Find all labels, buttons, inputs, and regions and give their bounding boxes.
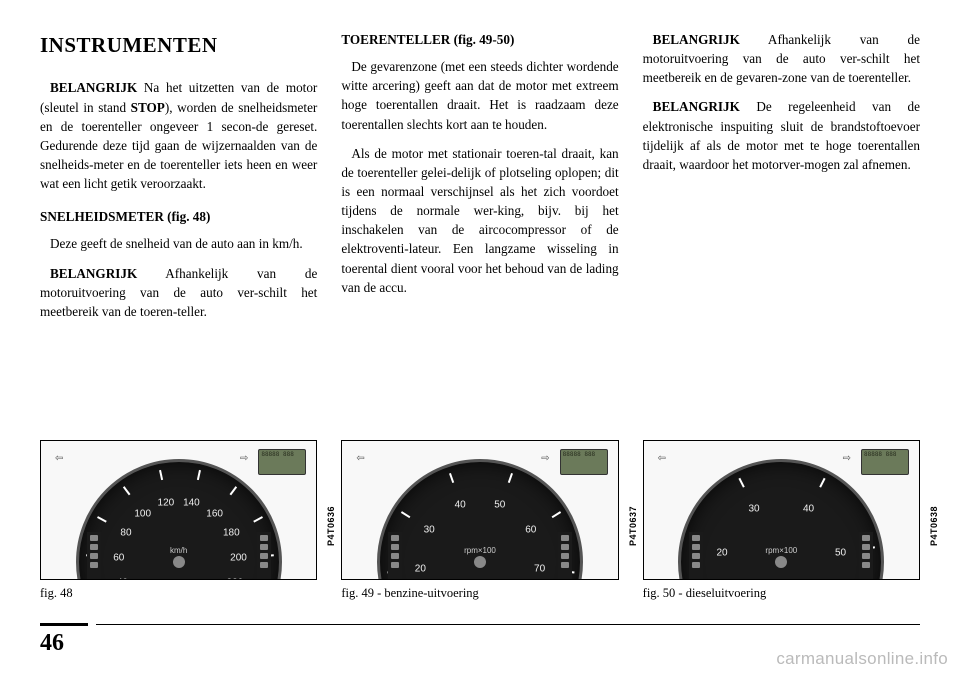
gauge-tick	[552, 511, 562, 518]
para: Als de motor met stationair toeren-tal d…	[341, 144, 618, 297]
indicator-strip-left	[388, 532, 402, 580]
para: Deze geeft de snelheid van de auto aan i…	[40, 234, 317, 253]
gauge-unit-label: km/h	[170, 546, 187, 555]
column-2: TOERENTELLER (fig. 49-50) De gevarenzone…	[341, 30, 618, 430]
page-heading: INSTRUMENTEN	[40, 30, 317, 60]
gauge-number: 30	[424, 525, 435, 536]
gauge-number: 50	[835, 547, 846, 558]
gauge-tick	[123, 486, 131, 495]
figure-3: ⇦⇨88888 888102030405060rpm×100P4T0638fig…	[643, 440, 920, 601]
gauge-tick	[159, 470, 163, 480]
gauge-number: 160	[206, 508, 223, 519]
gauge-center	[474, 556, 486, 568]
gauge-number: 220	[227, 577, 244, 580]
figure-code: P4T0636	[326, 505, 336, 545]
gauge-center	[173, 556, 185, 568]
figure-caption: fig. 49 - benzine-uitvoering	[341, 586, 618, 601]
footer-rule	[96, 624, 920, 625]
indicator-strip-left	[87, 532, 101, 580]
para: BELANGRIJK Na het uitzetten van de motor…	[40, 78, 317, 193]
gauge: 1020304050607080rpm×100	[377, 459, 583, 580]
figure-code: P4T0637	[628, 505, 638, 545]
gauge-number: 180	[223, 528, 240, 539]
gauge-number: 200	[230, 552, 247, 563]
gauge-number: 140	[183, 498, 200, 509]
figures-row: ⇦⇨88888 88820406080100120140160180200220…	[40, 440, 920, 601]
gauge-tick	[508, 473, 513, 483]
gauge-number: 20	[716, 547, 727, 558]
bold-text: BELANGRIJK	[50, 80, 137, 95]
gauge-number: 60	[525, 525, 536, 536]
figure-box: ⇦⇨88888 888102030405060rpm×100	[643, 440, 920, 580]
gauge-number: 50	[494, 500, 505, 511]
indicator-strip-right	[257, 532, 271, 580]
indicator-strip-right	[558, 532, 572, 580]
subheading: TOERENTELLER (fig. 49-50)	[341, 30, 618, 49]
para: BELANGRIJK Afhankelijk van de motoruitvo…	[643, 30, 920, 87]
figure-caption: fig. 50 - dieseluitvoering	[643, 586, 920, 601]
gauge-tick	[739, 478, 745, 488]
lcd-display: 88888 888	[560, 449, 608, 475]
gauge-number: 100	[134, 508, 151, 519]
bold-text: BELANGRIJK	[653, 32, 740, 47]
turn-right-icon: ⇨	[843, 453, 851, 464]
indicator-strip-left	[689, 532, 703, 580]
page-number: 46	[40, 623, 88, 657]
para: De gevarenzone (met een steeds dichter w…	[341, 57, 618, 134]
gauge-tick	[253, 516, 263, 523]
gauge-number: 40	[455, 500, 466, 511]
column-1: INSTRUMENTEN BELANGRIJK Na het uitzetten…	[40, 30, 317, 430]
turn-left-icon: ⇦	[55, 453, 63, 464]
gauge-number: 40	[803, 503, 814, 514]
figure-1: ⇦⇨88888 88820406080100120140160180200220…	[40, 440, 317, 601]
gauge-tick	[229, 486, 237, 495]
bold-text: STOP	[131, 100, 165, 115]
gauge-tick	[449, 473, 454, 483]
gauge: 102030405060rpm×100	[678, 459, 884, 580]
gauge-unit-label: rpm×100	[464, 546, 496, 555]
bold-text: BELANGRIJK	[50, 266, 137, 281]
gauge-tick	[97, 516, 107, 523]
gauge-tick	[197, 470, 201, 480]
bold-text: BELANGRIJK	[653, 99, 740, 114]
lcd-display: 88888 888	[258, 449, 306, 475]
gauge-number: 40	[117, 577, 128, 580]
column-3: BELANGRIJK Afhankelijk van de motoruitvo…	[643, 30, 920, 430]
gauge-tick	[401, 511, 411, 518]
figure-code: P4T0638	[929, 505, 939, 545]
gauge-unit-label: rpm×100	[765, 546, 797, 555]
turn-left-icon: ⇦	[356, 453, 364, 464]
gauge-center	[775, 556, 787, 568]
gauge-tick	[820, 478, 826, 488]
manual-page: INSTRUMENTEN BELANGRIJK Na het uitzetten…	[0, 0, 960, 677]
turn-right-icon: ⇨	[240, 453, 248, 464]
gauge-number: 70	[534, 563, 545, 574]
watermark: carmanualsonline.info	[776, 649, 948, 669]
subheading: SNELHEIDSMETER (fig. 48)	[40, 207, 317, 226]
indicator-strip-right	[859, 532, 873, 580]
gauge-number: 20	[415, 563, 426, 574]
para: BELANGRIJK Afhankelijk van de motoruitvo…	[40, 264, 317, 321]
gauge-number: 80	[120, 528, 131, 539]
turn-left-icon: ⇦	[658, 453, 666, 464]
gauge-number: 30	[749, 503, 760, 514]
figure-caption: fig. 48	[40, 586, 317, 601]
figure-box: ⇦⇨88888 8881020304050607080rpm×100	[341, 440, 618, 580]
gauge-number: 120	[158, 498, 175, 509]
text-columns: INSTRUMENTEN BELANGRIJK Na het uitzetten…	[40, 30, 920, 430]
gauge-number: 60	[113, 552, 124, 563]
para: BELANGRIJK De regeleenheid van de elektr…	[643, 97, 920, 174]
figure-box: ⇦⇨88888 88820406080100120140160180200220…	[40, 440, 317, 580]
gauge: 20406080100120140160180200220240km/h	[76, 459, 282, 580]
lcd-display: 88888 888	[861, 449, 909, 475]
turn-right-icon: ⇨	[541, 453, 549, 464]
figure-2: ⇦⇨88888 8881020304050607080rpm×100P4T063…	[341, 440, 618, 601]
